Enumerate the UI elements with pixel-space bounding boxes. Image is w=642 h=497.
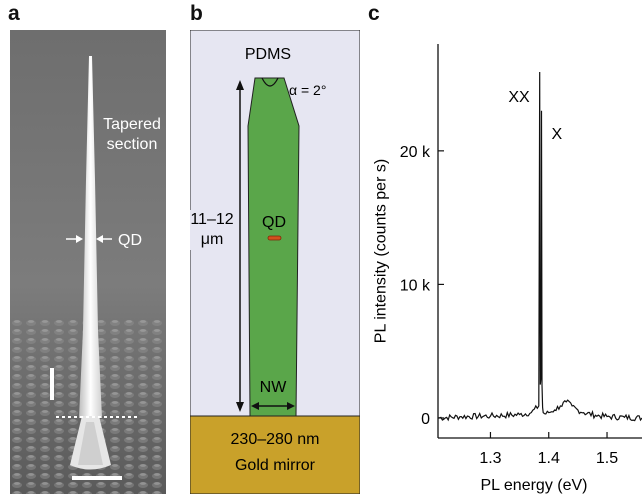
y-tick-label: 20 k [400,144,431,161]
panel-b-letter: b [190,2,203,25]
height-label-line2: μm [201,231,224,248]
height-label-line1: 11–12 [190,211,233,228]
tapered-label-line2: section [107,136,158,153]
vertical-scale-bar [50,368,54,400]
nanowire-schematic: PDMS α = 2° 11–12 μm QD NW 230–280 nm Go… [190,30,360,494]
tapered-label-line1: Tapered [103,116,161,133]
spectrum-series-line [437,71,642,422]
peak-annotations: XXX [508,89,562,143]
x-tick-label: 1.5 [596,450,618,467]
y-axis-label: PL intensity (counts per s) [373,159,390,343]
thickness-label: 230–280 nm [231,431,320,448]
qd-label-a: QD [118,232,142,249]
panel-a-letter: a [8,2,20,25]
nw-label: NW [260,379,288,396]
tip-angle-arc [261,77,279,87]
sem-image: QD Tapered section [10,30,166,494]
x-ticks: 1.3 1.4 1.5 [479,432,618,467]
nanowire-shape [79,56,102,418]
x-tick-label: 1.4 [538,450,560,467]
horizontal-scale-bar [72,476,122,480]
quantum-dot [267,235,282,241]
y-tick-label: 10 k [400,277,431,294]
alpha-label: α = 2° [289,82,326,98]
y-tick-label: 0 [421,411,430,428]
peak-label: X [551,126,562,143]
chart-axes [437,44,642,439]
pl-spectrum-chart: 010 k20 k 1.3 1.4 1.5 XXX PL energy (eV) P… [373,44,642,494]
peak-label: XX [508,89,530,106]
qd-label-b: QD [262,214,286,231]
x-tick-label: 1.3 [479,450,501,467]
gold-mirror [190,415,360,494]
mirror-label: Gold mirror [235,457,316,474]
pdms-label: PDMS [245,46,291,63]
x-axis-label: PL energy (eV) [480,477,587,494]
nanowire-body [247,77,300,417]
panel-c-letter: c [368,2,380,25]
